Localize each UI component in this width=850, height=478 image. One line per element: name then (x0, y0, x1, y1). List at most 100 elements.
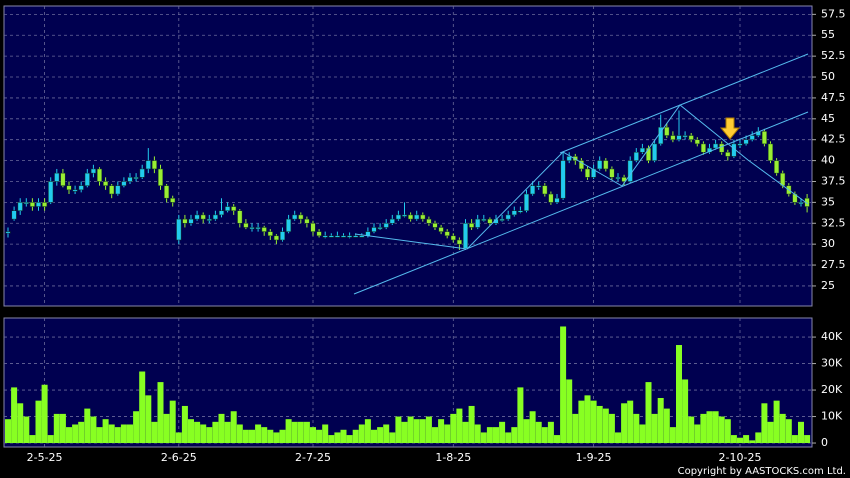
candle-body (194, 214, 200, 220)
volume-bar (322, 424, 329, 444)
volume-bar (401, 421, 408, 444)
volume-bar (133, 411, 140, 444)
volume-bar (493, 427, 499, 444)
y-tick-label: 37.5 (821, 174, 846, 187)
candle-body (249, 227, 255, 230)
copyright: Copyright by AASTOCKS.com Ltd. (678, 466, 846, 477)
candle-body (286, 218, 292, 232)
candle-body (261, 227, 267, 232)
volume-bar (316, 429, 323, 444)
candle-body (676, 135, 682, 140)
volume-bar (358, 424, 365, 444)
x-tick-label: 2-5-25 (27, 451, 63, 464)
volume-bar (505, 432, 512, 444)
candle-body (408, 214, 414, 220)
volume-bar (194, 421, 201, 444)
candle-body (182, 218, 188, 224)
volume-bar (90, 416, 97, 444)
volume-bar (212, 421, 219, 444)
volume-bar (236, 424, 243, 444)
candle-body (450, 235, 456, 241)
volume-bar (175, 432, 182, 444)
candle-body (218, 210, 225, 216)
volume-bar (23, 416, 30, 444)
candle-body (35, 202, 42, 207)
candle-body (481, 218, 487, 221)
volume-bar (761, 403, 768, 444)
candle-body (292, 214, 298, 220)
volume-bar (377, 427, 384, 444)
y-tick-label: 35 (821, 195, 835, 208)
candle-body (90, 168, 96, 174)
candle-body (633, 151, 639, 161)
volume-bar (224, 421, 231, 444)
candle-body (749, 135, 755, 140)
candle-body (200, 214, 206, 220)
volume-bar (517, 387, 524, 444)
volume-bar (346, 435, 353, 444)
x-tick-label: 2-6-25 (161, 451, 197, 464)
candle-body (127, 177, 133, 182)
candle-body (145, 160, 151, 170)
candle-body (475, 218, 481, 228)
volume-bar (779, 413, 786, 444)
volume-bar (389, 432, 396, 444)
volume-bar (29, 435, 36, 444)
candle-body (389, 218, 395, 224)
y-tick-label: 27.5 (821, 258, 846, 271)
volume-bar (657, 397, 664, 444)
candle-body (609, 168, 615, 178)
volume-bar (273, 432, 280, 444)
candle-body (164, 185, 170, 199)
y-tick-label: 42.5 (821, 133, 846, 146)
candle-body (798, 202, 804, 205)
volume-bar (663, 408, 670, 444)
volume-bar (755, 432, 762, 444)
volume-bar (554, 435, 560, 444)
volume-bar (627, 400, 634, 444)
candle-body (462, 223, 469, 249)
candle-body (713, 143, 719, 149)
y-tick-label: 30 (821, 237, 835, 250)
volume-bar (529, 411, 536, 444)
candle-body (774, 160, 780, 174)
y-tick-label: 30K (821, 357, 843, 370)
volume-bar (66, 427, 72, 444)
volume-bar (371, 429, 377, 444)
volume-bar (438, 419, 445, 444)
volume-bar (578, 400, 585, 444)
candle-body (170, 197, 176, 203)
candle-body (615, 177, 621, 180)
volume-bar (151, 421, 158, 444)
candle-body (298, 214, 304, 220)
volume-bar (566, 379, 573, 444)
volume-bar (291, 421, 298, 444)
volume-bar (157, 382, 164, 444)
candle-body (11, 210, 17, 220)
volume-bar (444, 424, 451, 444)
volume-bar (791, 435, 798, 444)
candle-body (17, 202, 23, 211)
candle-body (157, 168, 164, 186)
volume-bar (383, 424, 390, 444)
volume-bar (621, 403, 628, 444)
candle-body (316, 231, 322, 237)
volume-bar (639, 424, 646, 444)
arrow (719, 117, 741, 140)
volume-bar (47, 435, 54, 444)
candle-body (566, 156, 572, 161)
candle-body (530, 185, 536, 195)
y-tick-label: 10K (821, 410, 843, 423)
price-panel (3, 5, 813, 307)
candle-body (66, 185, 72, 191)
candle-body (395, 214, 401, 220)
volume-bar (718, 416, 725, 444)
volume-bar (200, 424, 207, 444)
volume-bar (413, 419, 420, 444)
candle-body (353, 235, 359, 238)
volume-bar (462, 421, 469, 444)
candle-body (627, 160, 633, 182)
volume-bar (523, 419, 530, 444)
volume-bar (261, 427, 268, 444)
volume-bar (78, 421, 85, 444)
